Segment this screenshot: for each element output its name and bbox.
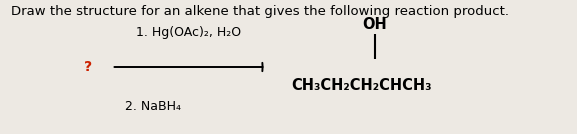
Text: 1. Hg(OAc)₂, H₂O: 1. Hg(OAc)₂, H₂O <box>136 26 242 39</box>
Text: ?: ? <box>84 60 92 74</box>
Text: CH₃CH₂CH₂CHCH₃: CH₃CH₂CH₂CHCH₃ <box>291 78 432 93</box>
Text: Draw the structure for an alkene that gives the following reaction product.: Draw the structure for an alkene that gi… <box>11 5 509 18</box>
Text: OH: OH <box>362 17 387 32</box>
Text: 2. NaBH₄: 2. NaBH₄ <box>125 100 181 113</box>
